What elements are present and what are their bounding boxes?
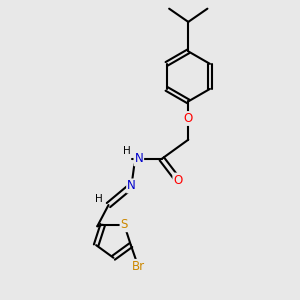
Text: H: H	[95, 194, 103, 204]
Text: N: N	[134, 152, 143, 165]
Text: H: H	[123, 146, 130, 156]
Text: O: O	[173, 173, 183, 187]
Text: N: N	[127, 179, 136, 192]
Text: S: S	[121, 218, 128, 231]
Text: Br: Br	[132, 260, 145, 273]
Text: O: O	[184, 112, 193, 125]
